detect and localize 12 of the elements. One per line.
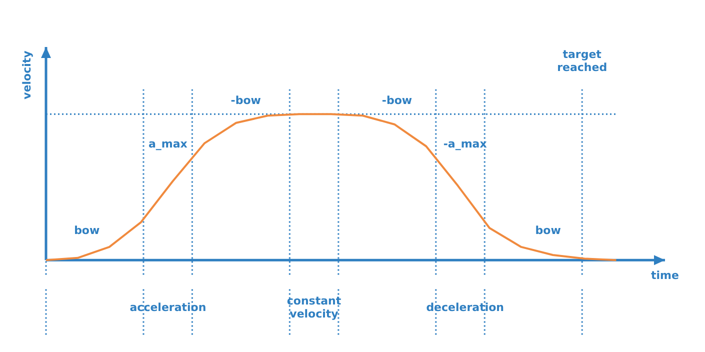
annotation: a_max [148,138,188,151]
x-axis-title: time [651,269,679,282]
y-axis-title: velocity [20,50,34,100]
text: deceleration [426,301,504,314]
annotation: bow [74,224,100,237]
text: constant velocity [286,294,342,321]
text: -bow [230,94,261,107]
annotation: -a_max [443,138,487,151]
text: acceleration [130,301,206,314]
text: -bow [382,94,412,107]
annotation: bow [535,224,561,237]
text: target reached [557,48,608,74]
